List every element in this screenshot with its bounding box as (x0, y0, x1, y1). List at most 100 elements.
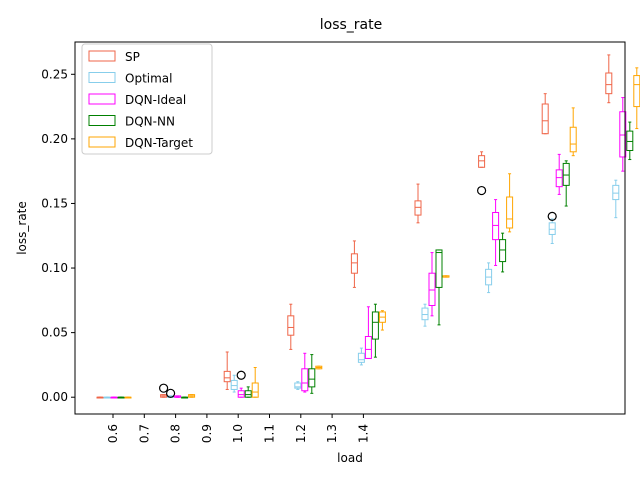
box-dqn-nn (117, 396, 125, 399)
box-dqn-nn (371, 303, 379, 358)
x-axis: 0.6 0.7 0.8 0.9 1.0 1.1 1.2 1.3 1.4 (106, 414, 370, 443)
box-optimal (357, 347, 365, 366)
box-iqr (237, 390, 245, 398)
box-dqn-nn (626, 121, 634, 161)
box-dqn-nn (435, 249, 443, 326)
box-dqn-nn (181, 396, 189, 399)
box-sp (96, 396, 104, 399)
box-dqn-ideal (492, 199, 500, 266)
box-sp (414, 183, 422, 224)
flier-point (159, 383, 169, 393)
box-iqr (371, 311, 379, 340)
box-sp (223, 351, 231, 390)
box-dqn-ideal (236, 370, 246, 398)
box-optimal (421, 303, 429, 327)
x-tick-label: 1.3 (325, 424, 339, 443)
box-iqr (287, 315, 295, 336)
box-iqr (612, 184, 620, 201)
box-optimal (547, 211, 557, 244)
box-dqn-nn (308, 354, 316, 394)
box-sp (477, 151, 487, 196)
box-iqr (230, 379, 238, 390)
box-optimal (103, 396, 111, 399)
box-iqr (569, 126, 577, 153)
flier-point (477, 185, 487, 196)
box-dqn-nn (499, 232, 507, 273)
box-iqr (562, 162, 570, 186)
box-dqn-target (569, 107, 577, 157)
legend-label: DQN-Ideal (125, 93, 186, 107)
y-axis-label: loss_rate (15, 201, 29, 255)
y-tick-label: 0.25 (41, 67, 68, 81)
legend: SP Optimal DQN-Ideal DQN-NN DQN-Target (81, 43, 213, 155)
box-iqr (506, 196, 514, 229)
box-dqn-ideal (364, 306, 372, 359)
box-sp (350, 240, 358, 288)
box-iqr (244, 390, 252, 398)
box-iqr (301, 368, 309, 392)
box-iqr (364, 336, 372, 359)
box-iqr (541, 103, 549, 135)
legend-swatch (88, 50, 116, 62)
box-dqn-nn (562, 160, 570, 207)
x-tick-label: 1.4 (356, 424, 370, 443)
y-tick-label: 0.20 (41, 132, 68, 146)
box-dqn-ideal (301, 352, 309, 393)
box-iqr (548, 222, 556, 235)
box-iqr (626, 130, 634, 151)
box-iqr (350, 253, 358, 274)
y-tick-label: 0.00 (41, 390, 68, 404)
chart-title: loss_rate (320, 17, 382, 33)
box-dqn-target (378, 310, 386, 331)
legend-label: Optimal (125, 72, 172, 86)
box-optimal (294, 381, 302, 390)
legend-swatch (88, 136, 116, 148)
x-tick-label: 1.2 (294, 424, 308, 443)
box-optimal (612, 179, 620, 219)
box-sp (541, 93, 549, 135)
box-dqn-target (315, 365, 323, 370)
x-tick-label: 0.6 (106, 424, 120, 443)
box-iqr (357, 352, 365, 363)
box-iqr (435, 249, 443, 288)
box-dqn-target (124, 396, 132, 399)
box-iqr (492, 212, 500, 241)
box-iqr (605, 72, 613, 95)
x-tick-label: 0.7 (137, 424, 151, 443)
x-tick-label: 1.1 (263, 424, 277, 443)
box-dqn-target (442, 275, 450, 278)
box-sp (159, 383, 169, 398)
box-iqr (223, 370, 231, 383)
y-tick-label: 0.15 (41, 196, 68, 210)
flier-point (236, 370, 246, 380)
box-iqr (478, 155, 486, 168)
flier-point (547, 211, 557, 221)
box-dqn-ideal (555, 153, 563, 195)
legend-label: DQN-NN (125, 115, 175, 129)
box-dqn-ideal (110, 396, 118, 399)
box-dqn-ideal (174, 395, 182, 398)
box-sp (605, 54, 613, 104)
box-iqr (619, 111, 627, 158)
box-iqr (251, 382, 259, 398)
legend-label: DQN-Target (125, 136, 193, 150)
x-tick-label: 0.9 (200, 424, 214, 443)
x-tick-label: 1.0 (231, 424, 245, 443)
plot-frame (74, 41, 626, 415)
box-iqr (499, 239, 507, 263)
legend-swatch (88, 72, 116, 83)
x-axis-label: load (337, 451, 363, 465)
y-axis: 0.00 0.05 0.10 0.15 0.20 0.25 (41, 67, 75, 404)
box-sp (287, 303, 295, 350)
box-iqr (421, 307, 429, 321)
legend-swatch (88, 115, 116, 126)
box-dqn-nn (244, 386, 252, 398)
box-optimal (230, 374, 238, 393)
box-optimal (485, 262, 493, 294)
box-iqr (294, 382, 302, 389)
box-iqr (414, 200, 422, 216)
y-tick-label: 0.05 (41, 326, 68, 340)
y-tick-label: 0.10 (41, 261, 68, 275)
box-optimal (166, 388, 176, 398)
